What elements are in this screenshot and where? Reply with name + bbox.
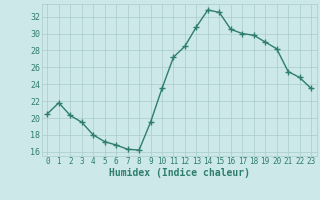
X-axis label: Humidex (Indice chaleur): Humidex (Indice chaleur) [109,168,250,178]
